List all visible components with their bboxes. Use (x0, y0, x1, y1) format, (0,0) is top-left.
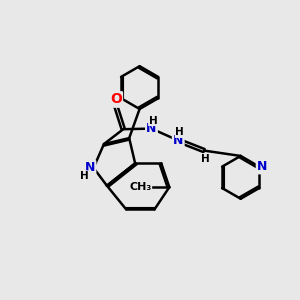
Text: CH₃: CH₃ (129, 182, 152, 192)
Text: N: N (85, 161, 95, 174)
Text: H: H (175, 128, 184, 137)
Text: H: H (148, 116, 157, 126)
Text: N: N (257, 160, 267, 173)
Text: O: O (110, 92, 122, 106)
Text: H: H (80, 171, 88, 181)
Text: N: N (146, 122, 157, 135)
Text: H: H (201, 154, 210, 164)
Text: N: N (173, 134, 183, 147)
